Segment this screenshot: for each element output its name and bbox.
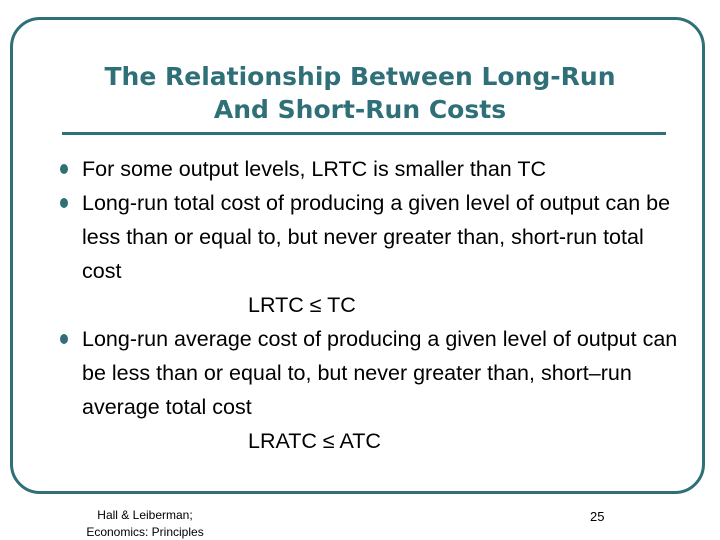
bullet-item-3: Long-run average cost of producing a giv…	[58, 322, 678, 424]
slide-title: The Relationship Between Long-Run And Sh…	[40, 60, 680, 126]
bullet-dot-icon	[58, 152, 70, 186]
bullet-text-1: For some output levels, LRTC is smaller …	[82, 157, 547, 181]
footer-line-1: Hall & Leiberman;	[97, 508, 193, 522]
bullet-dot-icon	[58, 322, 70, 356]
page-number: 25	[590, 509, 605, 524]
title-line-2: And Short-Run Costs	[213, 95, 507, 124]
bullet-text-2: Long-run total cost of producing a given…	[82, 191, 671, 283]
bullet-item-1: For some output levels, LRTC is smaller …	[58, 152, 678, 186]
footer-citation: Hall & Leiberman; Economics: Principles	[60, 507, 230, 540]
slide-body: For some output levels, LRTC is smaller …	[58, 152, 678, 458]
title-divider	[62, 132, 666, 135]
equation-lratc: LRATC ≤ ATC	[248, 429, 381, 453]
slide-frame	[10, 17, 705, 494]
bullet-dot-icon	[58, 186, 70, 220]
bullet-item-2: Long-run total cost of producing a given…	[58, 186, 678, 288]
bullet-text-3: Long-run average cost of producing a giv…	[82, 327, 678, 419]
footer-line-2: Economics: Principles	[86, 525, 204, 539]
equation-lrtc: LRTC ≤ TC	[248, 293, 356, 317]
title-line-1: The Relationship Between Long-Run	[104, 62, 616, 91]
